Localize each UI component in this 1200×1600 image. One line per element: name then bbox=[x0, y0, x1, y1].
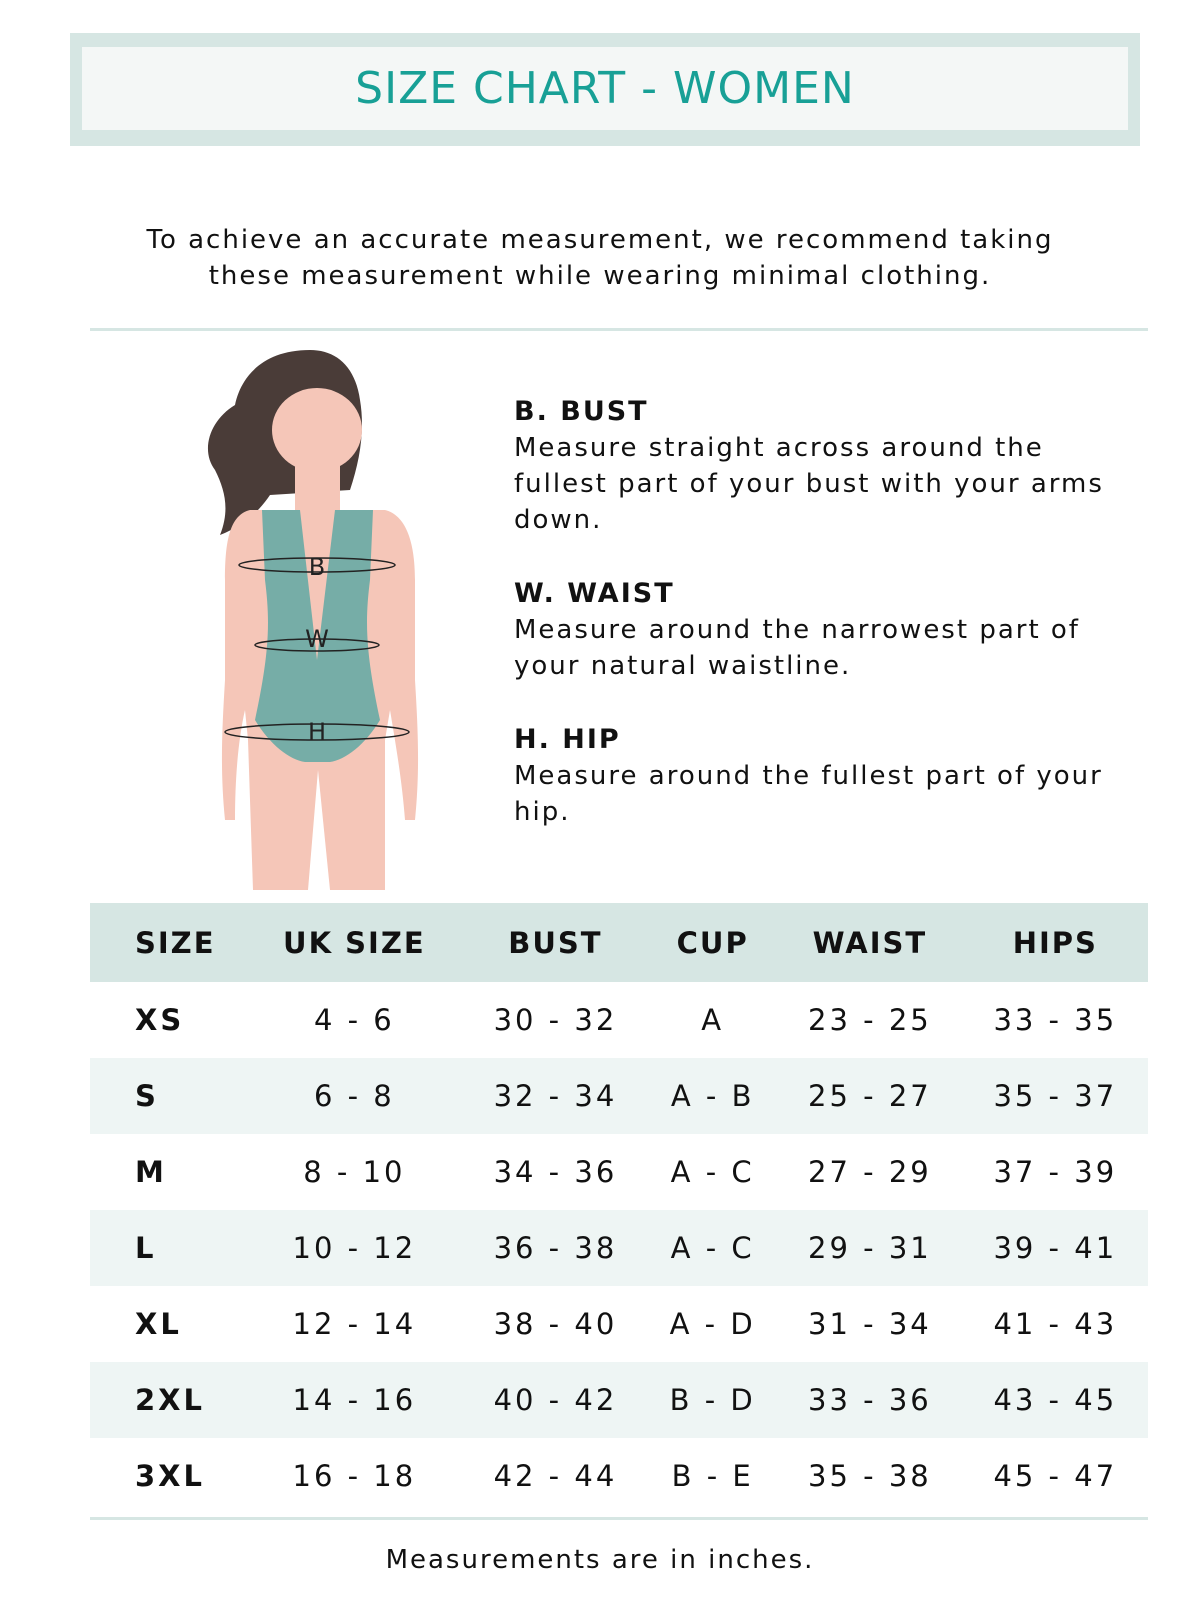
cell-uk-size: 12 - 14 bbox=[292, 1307, 417, 1341]
body-measurement-figure: B W H bbox=[207, 350, 419, 890]
cell-hips: 45 - 47 bbox=[993, 1459, 1118, 1493]
cell-waist: 31 - 34 bbox=[808, 1307, 932, 1341]
cell-uk-size: 10 - 12 bbox=[246, 1210, 463, 1286]
title-banner-inner: SIZE CHART - WOMEN bbox=[82, 47, 1128, 130]
waist-heading: W. WAIST bbox=[514, 578, 675, 609]
hip-description: H. HIP Measure around the fullest part o… bbox=[514, 722, 1134, 830]
cell-uk-size: 4 - 6 bbox=[313, 1003, 395, 1037]
cell-waist: 33 - 36 bbox=[777, 1362, 963, 1438]
hip-text: Measure around the fullest part of your … bbox=[514, 761, 1103, 827]
header-waist: WAIST bbox=[777, 903, 963, 982]
page-title: SIZE CHART - WOMEN bbox=[355, 63, 855, 114]
table-header-row: SIZE UK SIZE BUST CUP WAIST HIPS bbox=[90, 903, 1148, 982]
footer-note: Measurements are in inches. bbox=[385, 1545, 815, 1575]
top-divider bbox=[90, 328, 1148, 331]
cell-waist: 29 - 31 bbox=[777, 1210, 963, 1286]
cell-uk-size: 16 - 18 bbox=[292, 1459, 417, 1493]
cell-bust: 34 - 36 bbox=[493, 1155, 618, 1189]
cell-bust: 40 - 42 bbox=[462, 1362, 649, 1438]
waist-label: W bbox=[305, 625, 329, 653]
waist-description: W. WAIST Measure around the narrowest pa… bbox=[514, 576, 1134, 684]
table-row: XL 12 - 14 38 - 40 A - D 31 - 34 41 - 43 bbox=[90, 1286, 1148, 1362]
size-table: SIZE UK SIZE BUST CUP WAIST HIPS XS 4 - 6… bbox=[90, 903, 1148, 1514]
bust-text: Measure straight across around the fulle… bbox=[514, 433, 1104, 535]
bust-heading: B. BUST bbox=[514, 396, 649, 427]
table-row: L 10 - 12 36 - 38 A - C 29 - 31 39 - 41 bbox=[90, 1210, 1148, 1286]
cell-waist: 27 - 29 bbox=[808, 1155, 932, 1189]
header-size: SIZE bbox=[90, 903, 246, 982]
cell-hips: 39 - 41 bbox=[962, 1210, 1148, 1286]
hip-label: H bbox=[308, 718, 326, 746]
cell-hips: 41 - 43 bbox=[993, 1307, 1118, 1341]
cell-cup: B - E bbox=[671, 1459, 754, 1493]
cell-cup: A - C bbox=[670, 1155, 755, 1189]
title-banner: SIZE CHART - WOMEN bbox=[70, 33, 1140, 146]
cell-uk-size: 8 - 10 bbox=[303, 1155, 406, 1189]
cell-bust: 32 - 34 bbox=[462, 1058, 649, 1134]
cell-bust: 36 - 38 bbox=[462, 1210, 649, 1286]
cell-size: 2XL bbox=[90, 1362, 246, 1438]
hip-heading: H. HIP bbox=[514, 724, 621, 755]
table-row: 2XL 14 - 16 40 - 42 B - D 33 - 36 43 - 45 bbox=[90, 1362, 1148, 1438]
cell-cup: A - D bbox=[669, 1307, 756, 1341]
header-hips: HIPS bbox=[962, 903, 1148, 982]
header-bust: BUST bbox=[462, 903, 649, 982]
cell-hips: 37 - 39 bbox=[993, 1155, 1118, 1189]
cell-hips: 43 - 45 bbox=[962, 1362, 1148, 1438]
table-row: 3XL 16 - 18 42 - 44 B - E 35 - 38 45 - 47 bbox=[90, 1438, 1148, 1514]
table-row: XS 4 - 6 30 - 32 A 23 - 25 33 - 35 bbox=[90, 982, 1148, 1058]
bust-label: B bbox=[309, 553, 325, 581]
intro-line-2: these measurement while wearing minimal … bbox=[208, 261, 992, 291]
intro-line-1: To achieve an accurate measurement, we r… bbox=[146, 225, 1054, 255]
cell-size: L bbox=[90, 1210, 246, 1286]
cell-size: S bbox=[90, 1058, 246, 1134]
table-row: M 8 - 10 34 - 36 A - C 27 - 29 37 - 39 bbox=[90, 1134, 1148, 1210]
cell-waist: 25 - 27 bbox=[777, 1058, 963, 1134]
cell-cup: A - B bbox=[648, 1058, 778, 1134]
cell-bust: 42 - 44 bbox=[493, 1459, 618, 1493]
bottom-divider bbox=[90, 1517, 1148, 1520]
cell-size: XL bbox=[135, 1307, 182, 1341]
cell-cup: A - C bbox=[648, 1210, 778, 1286]
cell-size: XS bbox=[135, 1003, 185, 1037]
bust-description: B. BUST Measure straight across around t… bbox=[514, 394, 1134, 538]
cell-size: M bbox=[135, 1155, 167, 1189]
cell-uk-size: 14 - 16 bbox=[246, 1362, 463, 1438]
cell-cup: B - D bbox=[648, 1362, 778, 1438]
cell-waist: 35 - 38 bbox=[808, 1459, 932, 1493]
cell-bust: 30 - 32 bbox=[493, 1003, 618, 1037]
measure-lines-icon bbox=[224, 557, 410, 741]
cell-uk-size: 6 - 8 bbox=[246, 1058, 463, 1134]
header-uk-size: UK SIZE bbox=[246, 903, 463, 982]
cell-bust: 38 - 40 bbox=[493, 1307, 618, 1341]
cell-hips: 33 - 35 bbox=[993, 1003, 1118, 1037]
waist-text: Measure around the narrowest part of you… bbox=[514, 615, 1080, 681]
intro-text: To achieve an accurate measurement, we r… bbox=[0, 222, 1200, 294]
swimsuit-icon bbox=[255, 510, 380, 762]
cell-hips: 35 - 37 bbox=[962, 1058, 1148, 1134]
cell-cup: A bbox=[701, 1003, 725, 1037]
header-cup: CUP bbox=[648, 903, 778, 982]
cell-size: 3XL bbox=[135, 1459, 206, 1493]
cell-waist: 23 - 25 bbox=[808, 1003, 932, 1037]
